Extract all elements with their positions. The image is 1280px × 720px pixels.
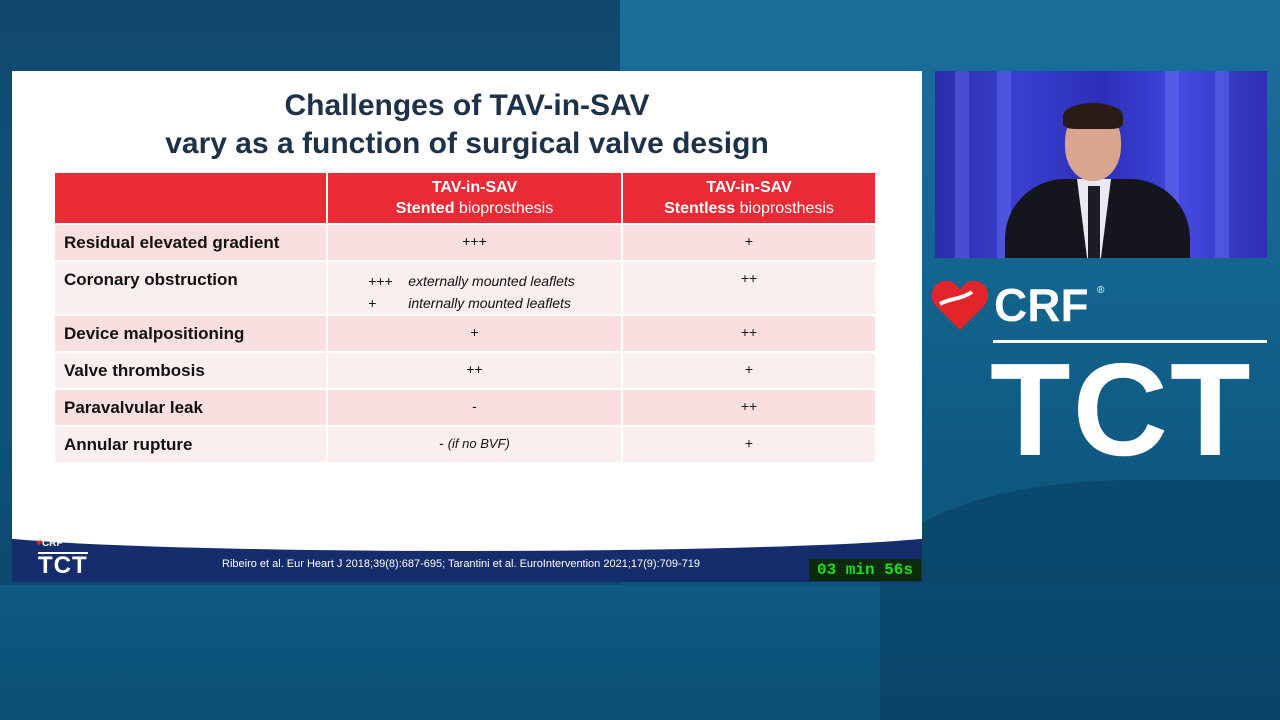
header-stentless-bold: Stentless: [664, 200, 736, 217]
table-row: Residual elevated gradient +++ +: [55, 223, 875, 260]
header-stented: TAV-in-SAV Stented bioprosthesis: [328, 173, 623, 223]
table-row: Device malpositioning + ++: [55, 314, 875, 351]
table-row: Paravalvular leak - ++: [55, 388, 875, 425]
header-stented-line1: TAV-in-SAV: [431, 179, 518, 196]
stented-value: - (if no BVF): [328, 425, 623, 462]
row-label: Coronary obstruction: [55, 260, 328, 314]
stentless-value: ++: [623, 314, 875, 351]
stented-value: +: [328, 314, 623, 351]
coronary-details: +++ externally mounted leaflets + internal…: [368, 270, 575, 314]
row-label: Paravalvular leak: [55, 388, 328, 425]
citation-text: Ribeiro et al. Eur Heart J 2018;39(8):68…: [222, 558, 700, 570]
speaker-video: [935, 71, 1267, 258]
slide-title: Challenges of TAV-in-SAV vary as a funct…: [12, 87, 922, 163]
curtain-fold: [1215, 71, 1229, 258]
stented-value: ++: [328, 351, 623, 388]
slide-footer-curve: [12, 511, 922, 551]
background-hill: [880, 480, 1280, 720]
slide-title-line-2: vary as a function of surgical valve des…: [165, 127, 769, 160]
footer-crf-text: CRF: [41, 538, 63, 549]
table-row: Coronary obstruction +++ externally mount…: [55, 260, 875, 314]
detail-text: internally mounted leaflets: [408, 295, 571, 311]
symbol: +: [368, 295, 377, 311]
row-label: Device malpositioning: [55, 314, 328, 351]
curtain-fold: [955, 71, 969, 258]
footer-crf-logo: ♥CRF: [36, 538, 63, 549]
brand-tct-text: TCT: [990, 336, 1253, 483]
curtain-fold: [997, 71, 1011, 258]
header-stented-bold: Stented: [395, 200, 455, 217]
header-stentless-rest: bioprosthesis: [735, 200, 834, 217]
table-row: Annular rupture - (if no BVF) +: [55, 425, 875, 462]
header-empty: [55, 173, 328, 223]
header-stented-rest: bioprosthesis: [454, 200, 554, 217]
speaker-hair: [1063, 103, 1123, 129]
table-row: Valve thrombosis ++ +: [55, 351, 875, 388]
stented-value: +++: [328, 223, 623, 260]
row-label: Annular rupture: [55, 425, 328, 462]
note-text: (if no BVF): [447, 436, 510, 451]
stented-value: -: [328, 388, 623, 425]
detail-text: externally mounted leaflets: [408, 273, 575, 289]
header-stentless-line1: TAV-in-SAV: [706, 179, 792, 196]
symbol: +++: [368, 273, 393, 289]
stentless-value: ++: [623, 388, 875, 425]
comparison-table: TAV-in-SAV Stented bioprosthesis TAV-in-…: [55, 173, 875, 462]
brand-crf-text: CRF: [994, 279, 1089, 331]
crf-heart-icon: [931, 280, 989, 330]
symbol: -: [439, 435, 444, 451]
stentless-value: +: [623, 223, 875, 260]
stentless-value: +: [623, 425, 875, 462]
speaker-tie: [1088, 186, 1100, 258]
heart-icon: ♥: [36, 538, 42, 549]
header-stentless: TAV-in-SAV Stentless bioprosthesis: [623, 173, 875, 223]
registered-mark: ®: [1097, 285, 1105, 296]
stented-value: +++ externally mounted leaflets + internal…: [328, 260, 623, 314]
row-label: Residual elevated gradient: [55, 223, 328, 260]
presentation-slide: Challenges of TAV-in-SAV vary as a funct…: [12, 71, 922, 582]
table-header-row: TAV-in-SAV Stented bioprosthesis TAV-in-…: [55, 173, 875, 223]
stentless-value: +: [623, 351, 875, 388]
countdown-timer: 03 min 56s: [809, 559, 921, 581]
row-label: Valve thrombosis: [55, 351, 328, 388]
footer-tct-logo: TCT: [38, 552, 88, 579]
slide-title-line-1: Challenges of TAV-in-SAV: [284, 89, 650, 122]
brand-divider: [993, 340, 1267, 343]
stentless-value: ++: [623, 260, 875, 314]
